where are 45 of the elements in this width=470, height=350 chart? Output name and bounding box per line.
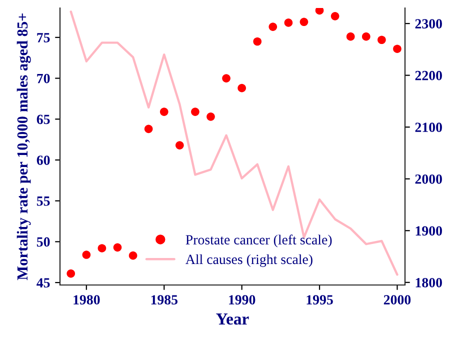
point — [268, 22, 278, 31]
line-series — [70, 10, 398, 276]
point — [191, 108, 200, 116]
x-axis-title: Year — [216, 314, 249, 325]
point — [300, 18, 308, 26]
point — [82, 250, 91, 259]
y2-tick-label: 2100 — [415, 122, 442, 132]
y-tick-label: 55 — [36, 196, 50, 206]
legend-label: All causes (right scale) — [186, 254, 312, 267]
y2-tick-label: 2200 — [415, 70, 442, 80]
point — [330, 12, 340, 20]
point — [346, 32, 355, 41]
y2-tick-label: 1900 — [416, 226, 442, 236]
point — [222, 74, 230, 82]
x-tick-label: 2000 — [384, 295, 411, 304]
y-tick-label: 70 — [37, 74, 50, 84]
point — [284, 18, 293, 27]
point — [362, 32, 370, 41]
y-tick-label: 60 — [36, 156, 50, 165]
point — [128, 251, 138, 260]
y2-tick-label: 2000 — [415, 174, 442, 184]
y-tick-label: 65 — [36, 114, 50, 124]
y-tick-label: 50 — [36, 237, 50, 247]
point — [206, 112, 215, 121]
y-axis-title: Mortality rate per 10,000 males aged 85+ — [16, 13, 31, 280]
point — [315, 8, 324, 15]
y-tick-label: 45 — [36, 278, 50, 288]
point — [378, 36, 386, 44]
point — [144, 124, 153, 134]
point — [98, 244, 106, 252]
x-tick-label: 1990 — [229, 295, 256, 304]
point — [160, 108, 168, 116]
x-tick-label: 1980 — [74, 295, 100, 304]
legend-label: Prostate cancer (left scale) — [186, 234, 332, 248]
point — [66, 269, 76, 278]
y-tick-label: 75 — [37, 33, 50, 42]
point — [238, 84, 246, 92]
y2-tick-label: 2300 — [415, 19, 442, 28]
y2-tick-label: 1800 — [416, 278, 442, 288]
x-tick-label: 1995 — [306, 295, 333, 304]
point — [253, 37, 262, 46]
point — [175, 141, 184, 150]
point — [113, 243, 122, 252]
x-tick-label: 1985 — [151, 295, 178, 304]
point — [393, 44, 402, 54]
